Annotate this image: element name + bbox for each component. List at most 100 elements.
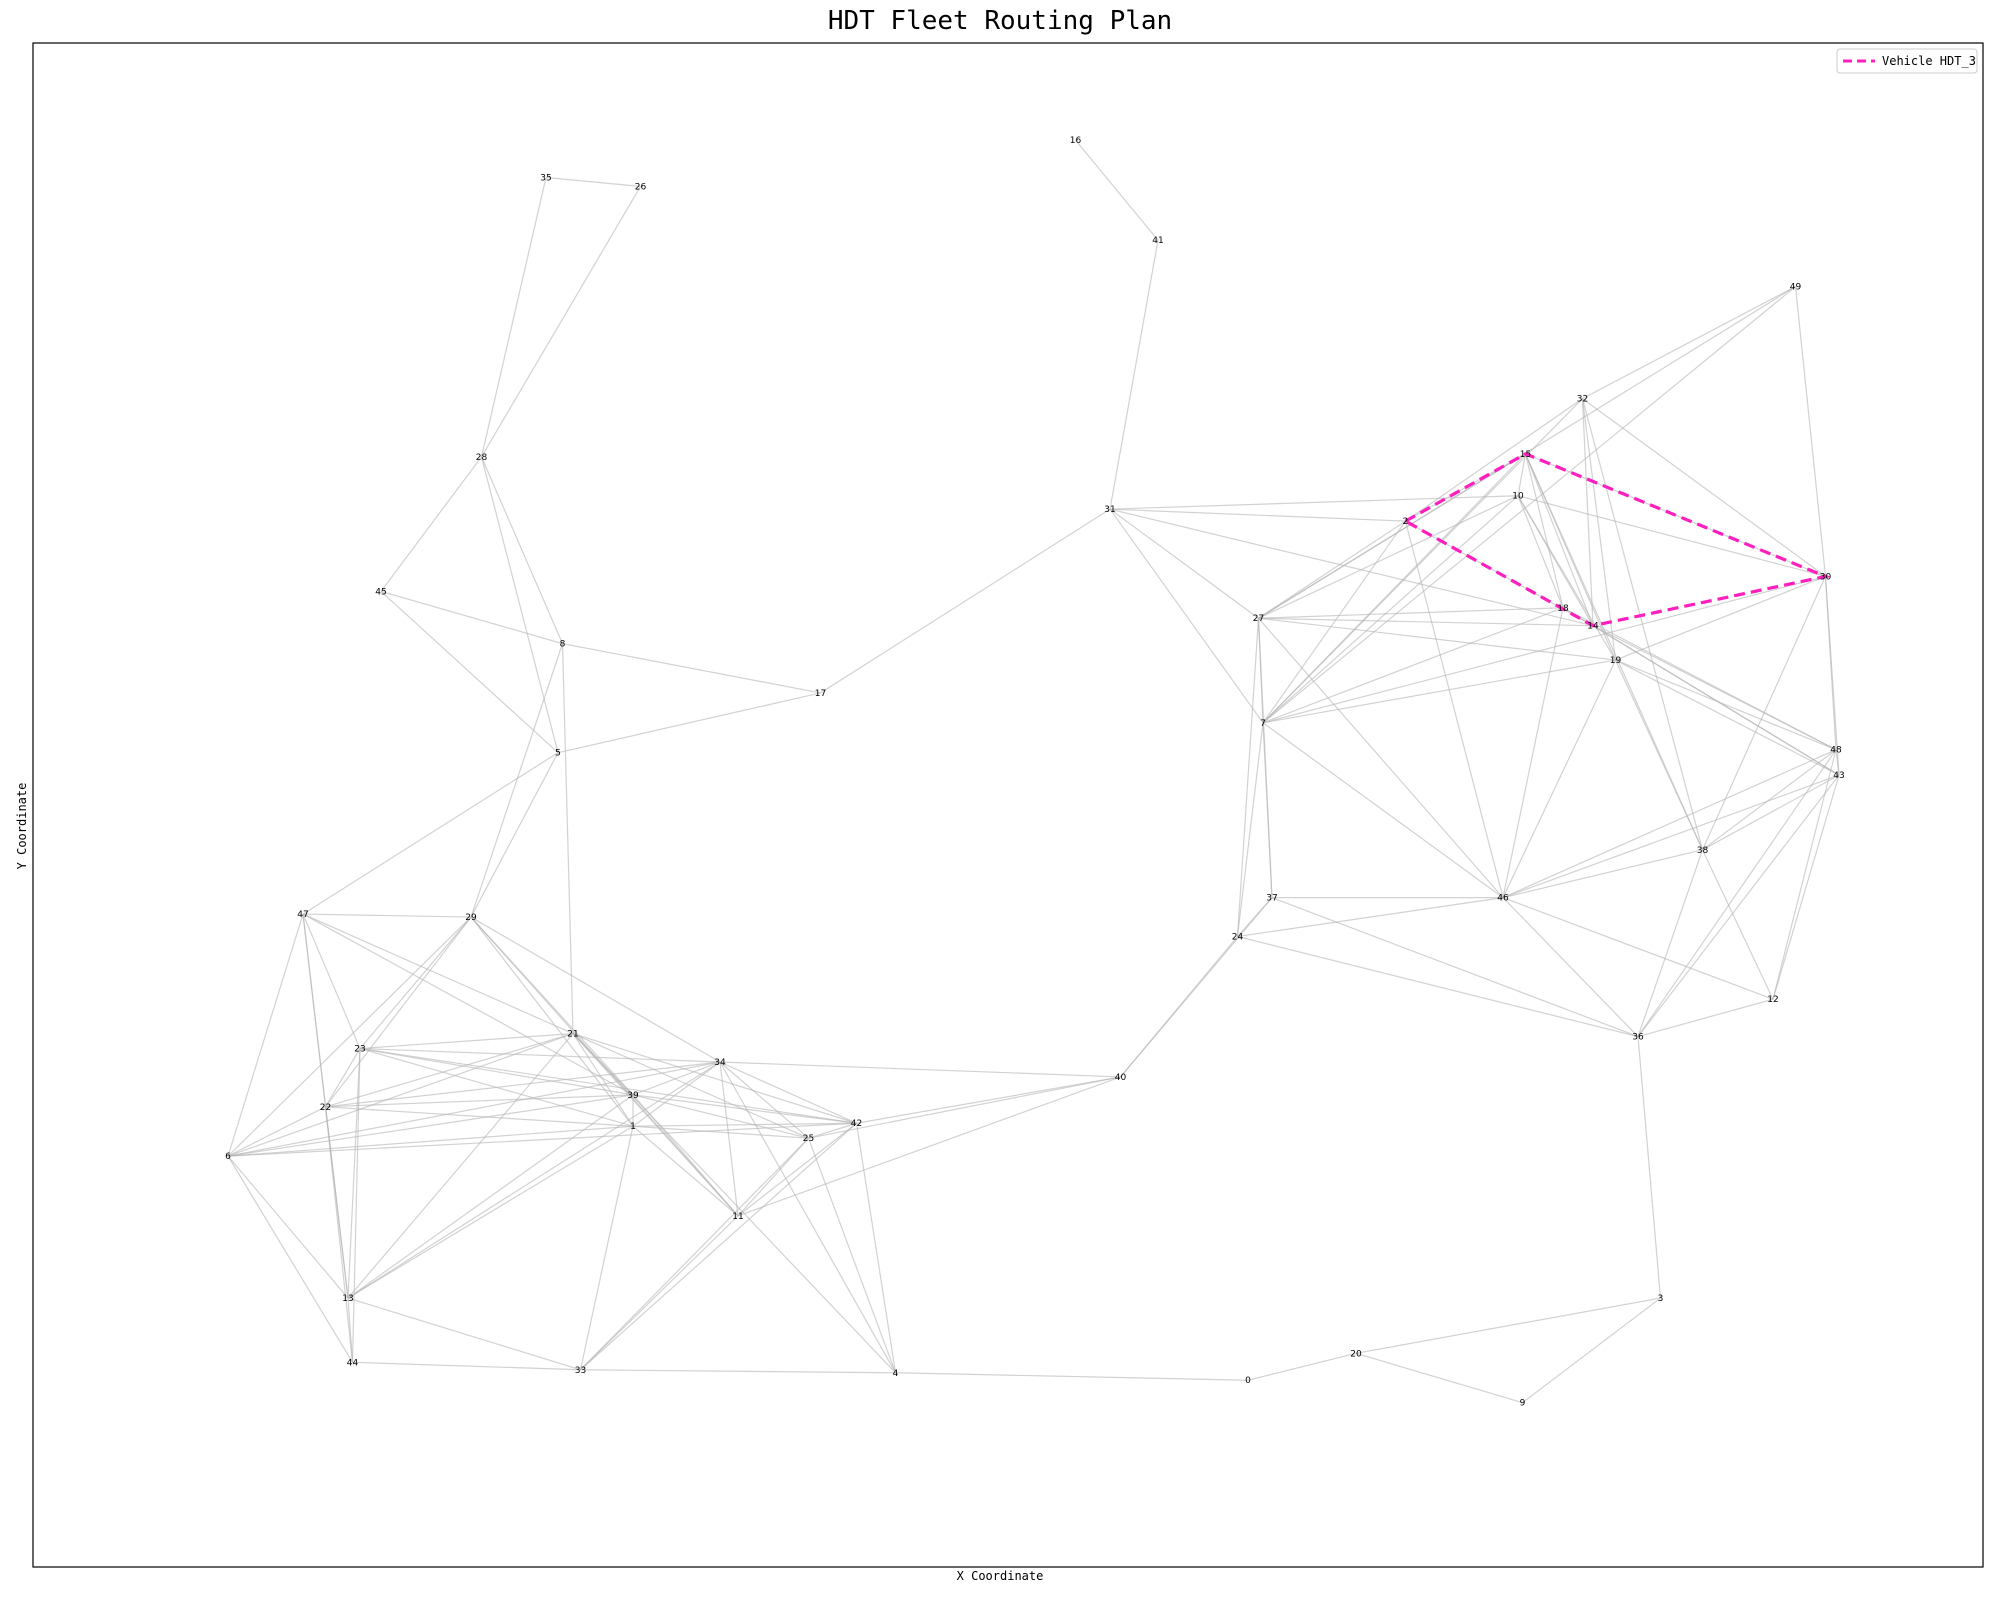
node-label-8: 8: [560, 640, 566, 650]
edge-45-8: [380, 590, 563, 645]
edge-10-27: [1258, 495, 1519, 619]
edge-34-25: [719, 1061, 809, 1139]
edge-7-37: [1262, 722, 1273, 898]
edge-3-20: [1355, 1297, 1661, 1354]
node-label-42: 42: [851, 1119, 862, 1129]
node-label-16: 16: [1070, 136, 1082, 146]
edge-48-12: [1772, 749, 1837, 1000]
edge-30-19: [1615, 575, 1826, 661]
node-label-17: 17: [815, 689, 826, 699]
node-label-0: 0: [1245, 1376, 1251, 1386]
node-label-33: 33: [575, 1366, 586, 1376]
edge-31-10: [1109, 495, 1519, 510]
node-label-23: 23: [354, 1045, 365, 1055]
edge-25-11: [737, 1137, 809, 1217]
node-label-21: 21: [567, 1030, 578, 1040]
node-label-13: 13: [342, 1294, 353, 1304]
edge-45-5: [380, 590, 559, 754]
edge-20-0: [1247, 1352, 1357, 1381]
edge-31-14: [1109, 508, 1594, 627]
node-label-32: 32: [1577, 395, 1588, 405]
edge-3-9: [1522, 1297, 1661, 1404]
edge-21-13: [347, 1033, 574, 1299]
edge-14-48: [1592, 625, 1837, 751]
edge-23-13: [347, 1048, 361, 1299]
node-label-20: 20: [1350, 1349, 1362, 1359]
node-label-47: 47: [297, 910, 308, 920]
edge-31-2: [1109, 508, 1406, 522]
node-label-3: 3: [1658, 1294, 1664, 1304]
node-label-26: 26: [635, 182, 647, 192]
edge-15-10: [1517, 453, 1527, 496]
edge-29-22: [325, 916, 472, 1108]
edge-6-13: [227, 1155, 349, 1299]
edge-46-12: [1502, 897, 1774, 1000]
node-label-39: 39: [627, 1091, 639, 1101]
edge-15-14: [1524, 453, 1594, 626]
edge-23-44: [351, 1048, 361, 1363]
edge-47-6: [227, 913, 304, 1157]
edge-10-18: [1517, 495, 1564, 609]
edge-32-2: [1405, 398, 1583, 522]
edge-10-7: [1262, 495, 1519, 724]
node-label-11: 11: [732, 1212, 743, 1222]
edge-49-30: [1794, 286, 1827, 577]
edge-30-38: [1701, 576, 1827, 851]
edge-4-42: [855, 1123, 897, 1373]
edge-43-38: [1702, 774, 1840, 851]
node-label-35: 35: [540, 173, 551, 183]
edge-47-39: [302, 913, 634, 1096]
edge-1-11: [632, 1125, 739, 1217]
node-label-1: 1: [630, 1122, 636, 1132]
node-label-10: 10: [1512, 492, 1524, 502]
edge-37-36: [1271, 897, 1639, 1038]
edge-11-33: [580, 1215, 739, 1371]
edge-29-34: [470, 916, 721, 1063]
node-label-19: 19: [1610, 656, 1622, 666]
node-label-4: 4: [893, 1369, 899, 1379]
edge-22-6: [227, 1106, 326, 1157]
edge-7-18: [1262, 607, 1564, 724]
edge-1-33: [579, 1126, 634, 1370]
node-label-41: 41: [1152, 236, 1163, 246]
edge-29-23: [359, 916, 472, 1049]
node-label-31: 31: [1104, 505, 1115, 515]
edge-32-7: [1262, 398, 1583, 724]
edge-19-38: [1614, 659, 1704, 851]
edge-21-25: [572, 1033, 809, 1139]
node-label-48: 48: [1830, 746, 1842, 756]
node-label-44: 44: [347, 1358, 359, 1368]
node-label-45: 45: [375, 587, 386, 597]
edge-32-19: [1581, 398, 1617, 661]
node-label-25: 25: [803, 1134, 814, 1144]
edge-13-44: [347, 1298, 354, 1363]
edge-10-30: [1517, 495, 1826, 577]
edge-7-46: [1262, 722, 1504, 899]
edge-23-22: [324, 1048, 361, 1108]
edges-layer: [227, 139, 1840, 1404]
edge-10-14: [1517, 495, 1594, 627]
edge-41-31: [1109, 240, 1159, 510]
edge-6-1: [227, 1125, 634, 1157]
edge-19-46: [1502, 659, 1617, 898]
edge-47-23: [302, 913, 361, 1049]
edge-30-43: [1824, 576, 1840, 776]
edge-4-21: [572, 1033, 896, 1374]
edge-21-1: [572, 1033, 634, 1127]
edge-40-11: [737, 1076, 1121, 1217]
edge-39-25: [632, 1094, 809, 1139]
edge-19-48: [1615, 659, 1837, 751]
edge-13-33: [347, 1297, 581, 1371]
edge-34-1: [632, 1061, 721, 1127]
edge-38-46: [1502, 849, 1703, 899]
edge-28-5: [480, 456, 559, 753]
chart-title: HDT Fleet Routing Plan: [827, 6, 1173, 36]
edge-48-36: [1637, 749, 1837, 1037]
node-label-29: 29: [465, 913, 477, 923]
edge-27-46: [1258, 617, 1504, 899]
node-label-14: 14: [1587, 622, 1599, 632]
edge-23-42: [359, 1047, 857, 1124]
edge-36-3: [1637, 1036, 1662, 1299]
edge-20-9: [1355, 1352, 1523, 1404]
